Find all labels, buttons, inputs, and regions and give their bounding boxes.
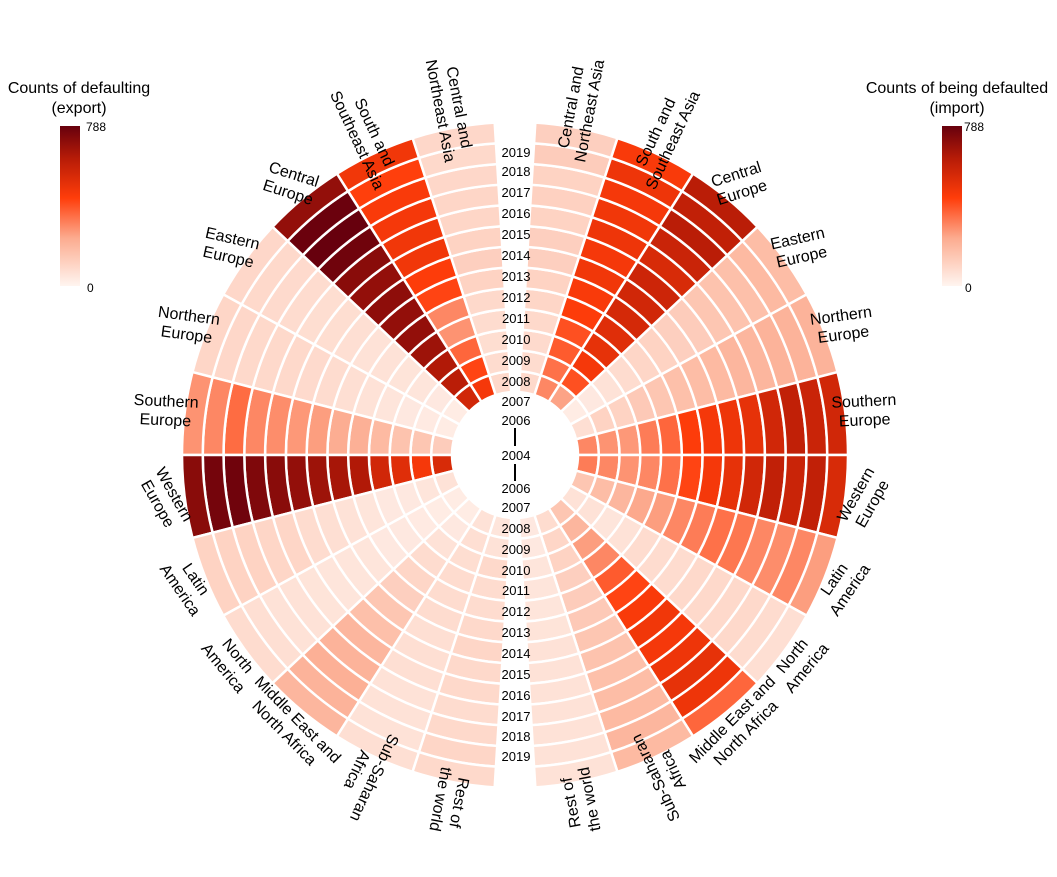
year-label-2006: 2006 — [502, 413, 531, 428]
legend-export-title-line1: Counts of defaulting — [8, 80, 150, 97]
year-label-2013: 2013 — [502, 269, 531, 284]
year-label-2018: 2018 — [502, 729, 531, 744]
year-label-2017: 2017 — [502, 185, 531, 200]
year-label-2015: 2015 — [502, 227, 531, 242]
cell-right-rest-of-the-world-2019 — [532, 750, 620, 789]
legend-import-colorbar — [942, 126, 962, 286]
year-label-2018: 2018 — [502, 164, 531, 179]
legend-export-max-label: 788 — [86, 120, 106, 134]
year-label-2019: 2019 — [502, 749, 531, 764]
region-label-line: Europe — [817, 323, 870, 347]
cell-left-central-and-northeast-asia-2019 — [410, 121, 498, 160]
year-label-2019: 2019 — [502, 145, 531, 160]
cell-left-north-america-2019 — [221, 603, 290, 685]
legend-export-title-line2: (export) — [51, 100, 106, 117]
cell-left-eastern-europe-2019 — [221, 225, 290, 307]
region-label-line: Southern — [133, 392, 199, 412]
year-label-2006: 2006 — [502, 481, 531, 496]
legend-export-min-label: 0 — [87, 281, 94, 295]
cell-left-sub-saharan-africa-2019 — [335, 717, 421, 774]
legend-import-max-label: 788 — [964, 120, 984, 134]
year-label-2017: 2017 — [502, 709, 531, 724]
cell-left-southern-europe-2019 — [180, 370, 215, 457]
year-label-2016: 2016 — [502, 688, 531, 703]
legend-export-colorbar — [60, 126, 80, 286]
cell-left-western-europe-2019 — [180, 453, 215, 540]
cell-left-middle-east-and-north-africa-2019 — [270, 667, 350, 739]
cell-left-rest-of-the-world-2019 — [410, 750, 498, 789]
cell-left-southern-europe-2007 — [429, 432, 456, 457]
year-label-2008: 2008 — [502, 374, 531, 389]
year-label-2009: 2009 — [502, 542, 531, 557]
year-label-2007: 2007 — [502, 394, 531, 409]
year-label-2012: 2012 — [502, 604, 531, 619]
year-label-2012: 2012 — [502, 290, 531, 305]
year-label-2008: 2008 — [502, 521, 531, 536]
region-label-line: Europe — [160, 323, 213, 347]
region-label-line: Southern — [831, 392, 897, 412]
year-label-2015: 2015 — [502, 667, 531, 682]
year-label-2014: 2014 — [502, 646, 531, 661]
year-label-2014: 2014 — [502, 248, 531, 263]
region-label-line: Europe — [139, 411, 191, 430]
year-label-2013: 2013 — [502, 625, 531, 640]
cell-right-southern-europe-2007 — [574, 432, 601, 457]
year-label-2007: 2007 — [502, 500, 531, 515]
cell-left-northern-europe-2019 — [190, 292, 244, 379]
year-label-2004: 2004 — [502, 448, 531, 463]
year-label-2009: 2009 — [502, 353, 531, 368]
heatmap-cells — [180, 121, 850, 789]
cell-left-south-and-southeast-asia-2019 — [335, 136, 421, 193]
legend-export: Counts of defaulting (export) 788 0 — [8, 80, 150, 295]
year-label-2011: 2011 — [502, 311, 530, 326]
cell-left-central-europe-2019 — [270, 171, 350, 243]
region-label-line: Europe — [839, 411, 891, 430]
year-label-2010: 2010 — [502, 332, 531, 347]
legend-import-title-line2: (import) — [929, 100, 984, 117]
legend-import-min-label: 0 — [965, 281, 972, 295]
year-label-2016: 2016 — [502, 206, 531, 221]
cell-left-latin-america-2019 — [190, 531, 244, 618]
legend-import-title-line1: Counts of being defaulted — [866, 80, 1048, 97]
year-axis: 2019 2018 2017 2016 2015 2014 2013 2012 2011 2010… — [502, 145, 531, 764]
legend-import: Counts of being defaulted (import) 788 0 — [866, 80, 1048, 295]
year-label-2011: 2011 — [502, 583, 530, 598]
year-label-2010: 2010 — [502, 563, 531, 578]
